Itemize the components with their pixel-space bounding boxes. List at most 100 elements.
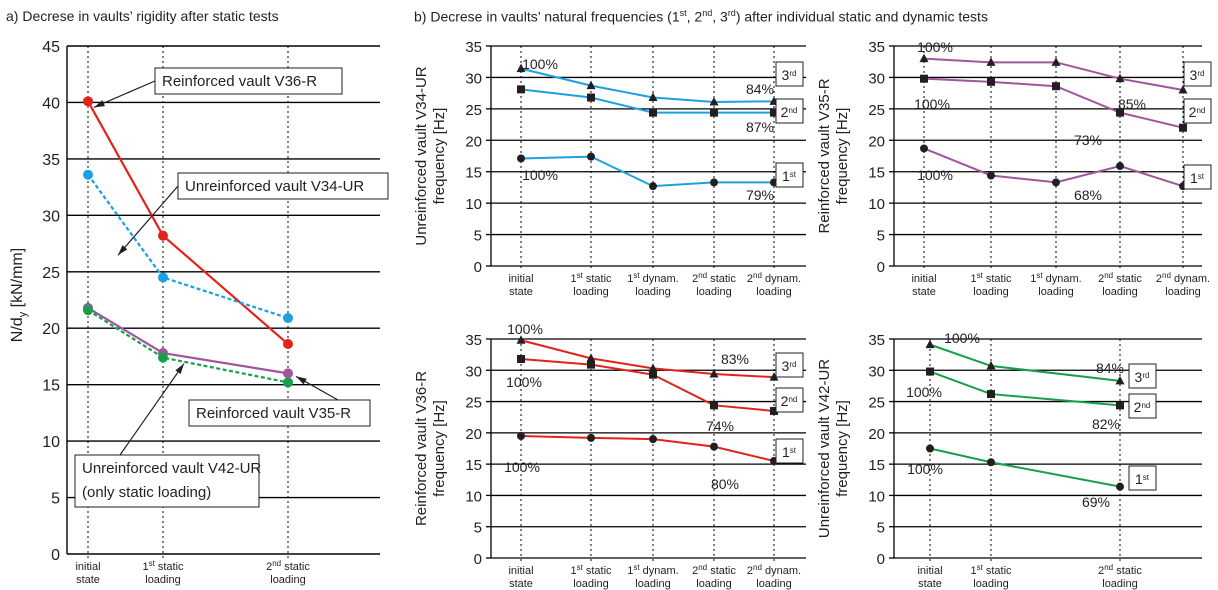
circle-marker xyxy=(987,458,995,467)
square-marker xyxy=(926,367,934,376)
mode-label: 1st xyxy=(1190,170,1205,186)
callout-box xyxy=(154,67,343,95)
square-marker xyxy=(1116,401,1124,410)
y-tick-label: 30 xyxy=(465,70,482,87)
y-tick-label: 20 xyxy=(868,133,885,150)
y-axis-label: frequency [Hz] xyxy=(834,108,851,205)
square-marker xyxy=(1052,82,1060,91)
y-tick-label: 0 xyxy=(877,259,885,276)
square-marker xyxy=(1179,123,1187,132)
circle-marker xyxy=(1116,482,1124,491)
x-tick-label: initial xyxy=(911,273,936,285)
y-tick-label: 10 xyxy=(42,434,60,451)
x-tick-label: 2nd static xyxy=(692,271,736,285)
series-point xyxy=(283,313,293,324)
mode-label: 3rd xyxy=(782,67,797,83)
mode-label-box xyxy=(775,162,804,188)
y-tick-label: 30 xyxy=(868,363,885,380)
callout-arrow xyxy=(117,185,179,256)
mode-label-box xyxy=(1128,465,1157,491)
x-tick-label: 2nd static xyxy=(1098,271,1142,285)
circle-marker xyxy=(649,182,657,191)
square-marker xyxy=(987,77,995,86)
series-point xyxy=(158,230,168,241)
y-tick-label: 30 xyxy=(868,70,885,87)
x-tick-label: loading xyxy=(270,574,305,586)
square-marker xyxy=(710,401,718,410)
percent-label: 100% xyxy=(504,459,540,475)
title-b-part: , 2 xyxy=(686,8,703,25)
percent-label: 100% xyxy=(507,321,543,337)
triangle-marker xyxy=(709,369,719,378)
triangle-marker xyxy=(1115,375,1125,385)
mode-label-box xyxy=(1183,98,1212,124)
y-tick-label: 35 xyxy=(465,39,482,56)
x-tick-label: state xyxy=(912,286,936,298)
x-tick-label: 1st static xyxy=(970,563,1012,577)
y-tick-label: 5 xyxy=(877,520,885,537)
percent-label: 100% xyxy=(906,384,942,400)
x-tick-label: loading xyxy=(635,286,670,298)
x-tick-label: initial xyxy=(917,565,942,577)
series-point xyxy=(83,96,93,107)
percent-label: 100% xyxy=(917,39,953,55)
mode-label: 2nd xyxy=(1189,104,1206,120)
circle-marker xyxy=(1052,178,1060,187)
y-axis-label: frequency [Hz] xyxy=(834,400,851,497)
title-b-part: ) after individual static and dynamic te… xyxy=(735,8,988,25)
mode-label: 2nd xyxy=(781,104,798,120)
triangle-marker xyxy=(769,372,779,381)
percent-label: 100% xyxy=(917,167,953,183)
callout-label: Reinforced vault V36-R xyxy=(162,73,317,90)
triangle-marker xyxy=(1115,73,1125,83)
series-line xyxy=(520,67,775,103)
x-tick-label: loading xyxy=(635,578,670,590)
percent-label: 83% xyxy=(721,351,749,367)
arrow-head-icon xyxy=(94,100,105,108)
x-tick-label: loading xyxy=(573,578,608,590)
y-tick-label: 10 xyxy=(868,488,885,505)
y-tick-label: 15 xyxy=(868,165,885,182)
x-tick-label: 2nd static xyxy=(1098,563,1142,577)
arrow-head-icon xyxy=(296,376,307,385)
square-marker xyxy=(920,74,928,83)
callout-label: Unreinforced vault V34-UR xyxy=(185,178,364,195)
circle-marker xyxy=(517,154,525,163)
circle-marker xyxy=(987,171,995,180)
square-marker xyxy=(710,108,718,117)
triangle-marker xyxy=(986,57,996,66)
x-tick-label: 2nd static xyxy=(692,563,736,577)
x-tick-label: 1st dynam. xyxy=(627,271,679,285)
mode-label: 2nd xyxy=(1134,399,1151,415)
series-line xyxy=(929,447,1121,488)
square-marker xyxy=(1116,108,1124,117)
triangle-marker xyxy=(919,53,929,63)
y-tick-label: 5 xyxy=(877,228,885,245)
mode-label: 3rd xyxy=(1135,369,1150,385)
callout-box xyxy=(74,454,260,508)
square-marker xyxy=(770,108,778,117)
mode-label-box xyxy=(775,98,804,124)
y-axis-label: frequency [Hz] xyxy=(431,400,448,497)
callout-arrow xyxy=(119,363,185,456)
x-tick-label: state xyxy=(76,574,100,586)
y-tick-label: 15 xyxy=(868,457,885,474)
y-tick-label: 40 xyxy=(42,95,60,112)
y-tick-label: 25 xyxy=(868,395,885,412)
x-tick-label: initial xyxy=(75,561,100,573)
y-tick-label: 10 xyxy=(868,196,885,213)
mode-label-box xyxy=(775,387,804,413)
callout-label: Unreinforced vault V42-UR xyxy=(82,460,261,477)
y-axis-label: Unreinforced vault V42-UR xyxy=(816,359,833,538)
square-marker xyxy=(987,390,995,399)
title-b-part: nd xyxy=(702,8,713,18)
mode-label-box xyxy=(775,61,804,87)
y-tick-label: 20 xyxy=(868,426,885,443)
mode-label-box xyxy=(775,352,804,378)
y-tick-label: 0 xyxy=(474,259,482,276)
